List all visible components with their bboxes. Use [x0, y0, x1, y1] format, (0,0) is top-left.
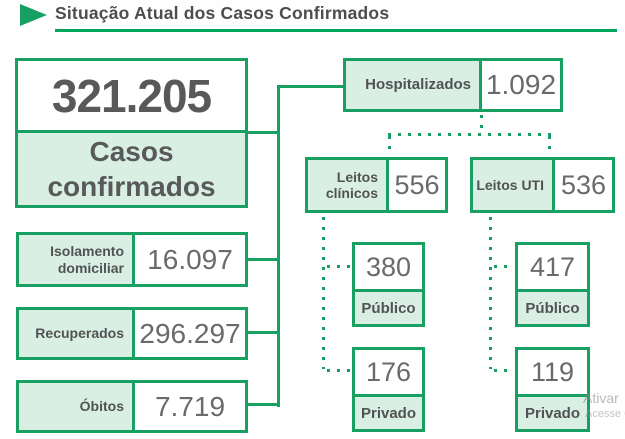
uti-publico-box: 417 Público [515, 242, 590, 327]
leitos-uti-box: Leitos UTI 536 [470, 157, 615, 213]
dotted-clinicos-privado-stub [327, 369, 351, 372]
clinicos-privado-value: 176 [365, 356, 412, 387]
title-underline [55, 29, 617, 32]
leitos-uti-label: Leitos UTI [473, 160, 555, 210]
uti-privado-box: 119 Privado [515, 347, 590, 432]
obitos-row: Óbitos 7.719 [16, 380, 248, 433]
obitos-value: 7.719 [154, 390, 226, 422]
dotted-branch-horizontal [388, 133, 551, 136]
dotted-uti-privado-stub [494, 369, 514, 372]
dotted-clinicos-down [322, 217, 325, 369]
dotted-branch-right-down [548, 136, 551, 156]
connector-isolamento-stub [248, 258, 277, 261]
dotted-uti-down [489, 217, 492, 369]
dotted-clinicos-publico-stub [327, 265, 351, 268]
hospitalizados-box: Hospitalizados 1.092 [343, 58, 563, 112]
clinicos-publico-box: 380 Público [352, 242, 425, 327]
connector-recuperados-stub [248, 331, 277, 334]
leitos-uti-value: 536 [560, 169, 607, 200]
recuperados-value: 296.297 [139, 317, 241, 349]
confirmed-cases-value: 321.205 [51, 69, 212, 122]
confirmed-cases-label: Casos confirmados [18, 130, 245, 205]
page-title: Situação Atual dos Casos Confirmados [55, 3, 390, 23]
clinicos-publico-label: Público [355, 289, 422, 324]
connector-hospitalizados [280, 85, 343, 88]
clinicos-publico-value: 380 [365, 251, 412, 282]
leitos-clinicos-label: Leitos clínicos [308, 160, 389, 210]
recuperados-label: Recuperados [19, 310, 135, 357]
leitos-clinicos-value: 556 [394, 169, 440, 200]
arrow-bullet-icon [20, 4, 47, 26]
uti-privado-value: 119 [530, 356, 575, 387]
isolamento-value: 16.097 [147, 243, 233, 275]
clinicos-privado-box: 176 Privado [352, 347, 425, 432]
isolamento-row: Isolamento domiciliar 16.097 [16, 232, 248, 287]
connector-obitos-stub [248, 403, 277, 406]
clinicos-privado-label: Privado [355, 394, 422, 429]
connector-summary-stub [248, 131, 278, 134]
uti-publico-label: Público [518, 289, 587, 324]
uti-privado-label: Privado [518, 394, 587, 429]
confirmed-cases-box: 321.205 Casos confirmados [15, 58, 248, 208]
watermark-line2: Acesse C [585, 408, 625, 420]
watermark-line1: Ativar [583, 390, 619, 406]
connector-trunk [277, 85, 280, 407]
recuperados-row: Recuperados 296.297 [16, 307, 248, 360]
obitos-label: Óbitos [19, 383, 135, 430]
uti-publico-value: 417 [529, 251, 576, 282]
leitos-clinicos-box: Leitos clínicos 556 [305, 157, 448, 213]
dotted-branch-left-down [388, 136, 391, 156]
hospitalizados-value: 1.092 [485, 69, 557, 100]
dotted-uti-publico-stub [494, 265, 514, 268]
hospitalizados-label: Hospitalizados [346, 61, 482, 109]
isolamento-label: Isolamento domiciliar [19, 235, 135, 284]
dotted-hospitalizados-down [480, 115, 483, 133]
